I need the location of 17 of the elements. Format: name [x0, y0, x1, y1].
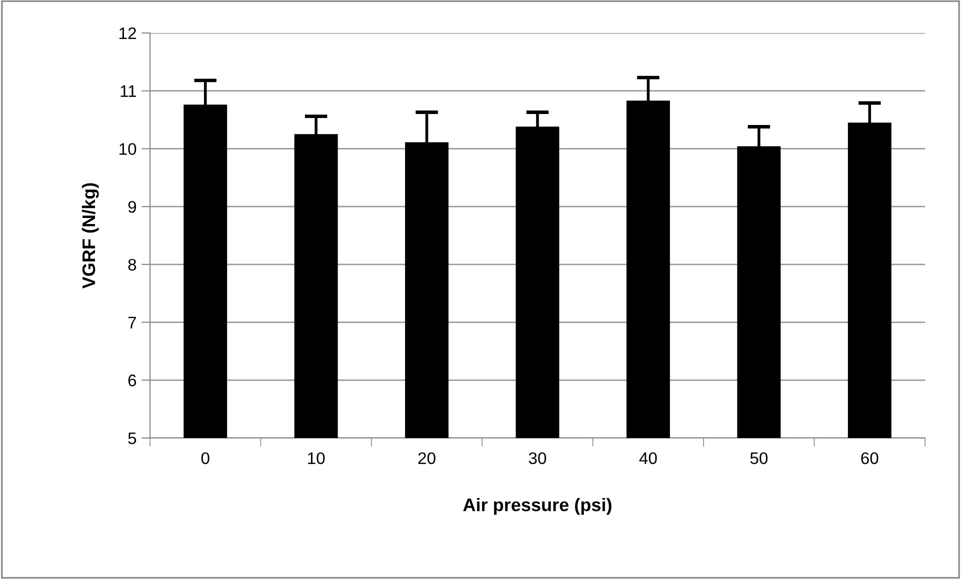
x-tick-label: 0	[201, 452, 210, 464]
y-tick-label: 9	[128, 200, 136, 213]
x-axis-title: Air pressure (psi)	[463, 498, 612, 515]
y-tick-label: 7	[128, 316, 136, 328]
x-tick-label: 10	[308, 452, 325, 464]
y-axis-title: VGRF (N/kg)	[82, 183, 99, 289]
y-tick-label: 12	[120, 27, 136, 40]
x-tick-label: 40	[639, 452, 657, 464]
y-tick-label: 6	[128, 374, 136, 386]
x-tick-label: 30	[528, 452, 546, 464]
y-tick-label: 10	[120, 143, 136, 155]
y-tick-label: 11	[120, 85, 136, 97]
y-tick-label: 8	[128, 258, 136, 271]
x-tick-label: 20	[418, 452, 436, 464]
y-tick-label: 5	[128, 432, 136, 444]
x-tick-label: 50	[750, 452, 768, 464]
x-tick-label: 60	[861, 452, 878, 464]
